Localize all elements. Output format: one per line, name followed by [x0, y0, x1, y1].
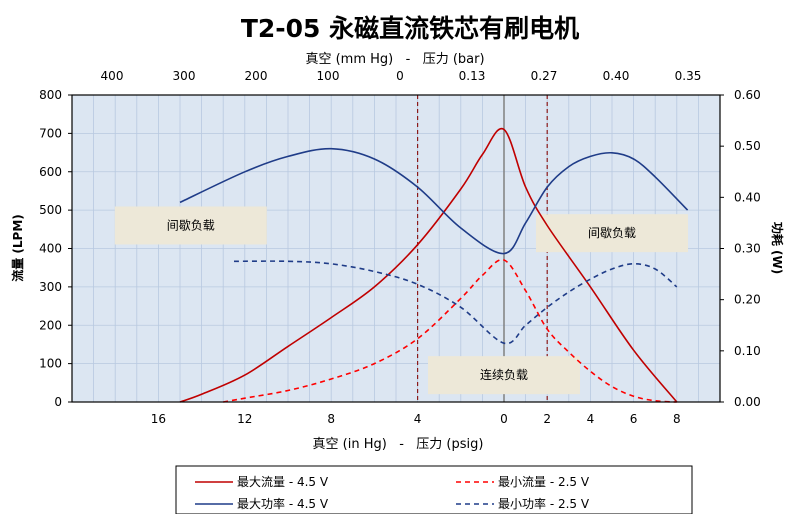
legend-box: [175, 465, 693, 514]
top-tick-label: 0: [396, 69, 404, 83]
x-tick-label: 0: [500, 412, 508, 426]
legend-label: 最小流量 - 2.5 V: [498, 475, 590, 489]
y2-tick-label: 0.60: [734, 88, 761, 102]
annotation-box: [114, 206, 267, 245]
top-tick-label: 0.35: [675, 69, 702, 83]
series-line: [179, 127, 678, 403]
reference-lines: [417, 95, 548, 402]
top-tick-label: 0.40: [603, 69, 630, 83]
y2-tick-label: 0.30: [734, 242, 761, 256]
chart-title: T2-05 永磁直流铁芯有刷电机: [241, 14, 579, 43]
top-tick-label: 0.13: [459, 69, 486, 83]
y-tick-label: 100: [39, 357, 62, 371]
annotation-box: [428, 356, 580, 395]
y-axis-label: 流量 (LPM): [10, 214, 25, 282]
x-tick-label: 4: [587, 412, 595, 426]
y2-axis-label: 功耗 (W): [770, 222, 785, 274]
top-tick-label: 400: [101, 69, 124, 83]
y-tick-label: 500: [39, 203, 62, 217]
y2-tick-label: 0.00: [734, 395, 761, 409]
x-axis-label: 真空 (in Hg) - 压力 (psig): [313, 437, 484, 452]
top-tick-label: 0.27: [531, 69, 558, 83]
annotation-label: 连续负载: [480, 367, 528, 382]
series-layer: [179, 127, 689, 403]
annotation-label: 间歇负载: [588, 226, 636, 240]
y-tick-label: 400: [39, 242, 62, 256]
x-tick-label: 2: [543, 412, 551, 426]
annotation-label: 间歇负载: [167, 218, 215, 232]
series-line: [233, 260, 678, 345]
y2-tick-label: 0.10: [734, 344, 761, 358]
top-tick-label: 300: [173, 69, 196, 83]
x-tick-label: 4: [414, 412, 422, 426]
y-tick-label: 800: [39, 88, 62, 102]
y2-tick-label: 0.40: [734, 190, 761, 204]
top-tick-label: 200: [245, 69, 268, 83]
y-tick-label: 200: [39, 318, 62, 332]
legend-label: 最小功率 - 2.5 V: [498, 496, 590, 511]
x-tick-label: 16: [151, 412, 166, 426]
y-tick-label: 0: [54, 395, 62, 409]
top-axis-label: 真空 (mm Hg) - 压力 (bar): [305, 52, 484, 67]
ticks: 16 12 8 4 0 2 4 6 8 400 300 200 100 0 0.13 0.27 0.40 0.35…: [39, 69, 761, 426]
y-tick-label: 300: [39, 280, 62, 294]
series-line: [223, 258, 677, 403]
x-tick-label: 8: [673, 412, 681, 426]
series-line: [179, 147, 689, 255]
legend-label: 最大功率 - 4.5 V: [237, 496, 329, 511]
x-tick-label: 12: [237, 412, 252, 426]
y2-tick-label: 0.50: [734, 139, 761, 153]
x-tick-label: 8: [327, 412, 335, 426]
top-tick-label: 100: [317, 69, 340, 83]
y2-tick-label: 0.20: [734, 293, 761, 307]
legend: 最大流量 - 4.5 V 最小流量 - 2.5 V 最大功率 - 4.5 V 最小功率…: [195, 475, 590, 511]
legend-label: 最大流量 - 4.5 V: [237, 475, 329, 489]
y-tick-label: 700: [39, 126, 62, 140]
x-tick-label: 6: [630, 412, 638, 426]
y-tick-label: 600: [39, 165, 62, 179]
